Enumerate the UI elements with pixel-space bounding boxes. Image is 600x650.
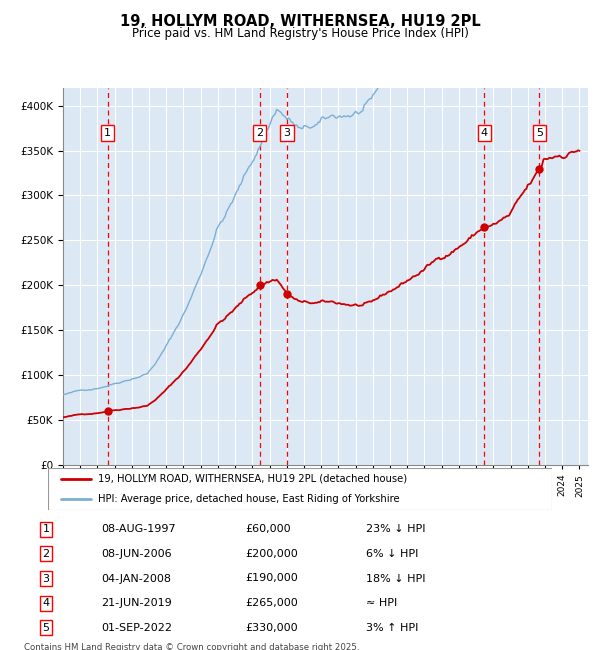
Text: 23% ↓ HPI: 23% ↓ HPI [366, 524, 426, 534]
Text: 3: 3 [43, 573, 50, 584]
Text: 6% ↓ HPI: 6% ↓ HPI [366, 549, 419, 559]
Text: £200,000: £200,000 [245, 549, 298, 559]
Text: 5: 5 [43, 623, 50, 633]
Text: 21-JUN-2019: 21-JUN-2019 [101, 598, 172, 608]
Text: Price paid vs. HM Land Registry's House Price Index (HPI): Price paid vs. HM Land Registry's House … [131, 27, 469, 40]
FancyBboxPatch shape [48, 468, 552, 510]
Text: 04-JAN-2008: 04-JAN-2008 [101, 573, 171, 584]
Text: HPI: Average price, detached house, East Riding of Yorkshire: HPI: Average price, detached house, East… [98, 494, 400, 504]
Text: £190,000: £190,000 [245, 573, 298, 584]
Text: 3% ↑ HPI: 3% ↑ HPI [366, 623, 419, 633]
Text: 19, HOLLYM ROAD, WITHERNSEA, HU19 2PL (detached house): 19, HOLLYM ROAD, WITHERNSEA, HU19 2PL (d… [98, 474, 407, 484]
Text: 3: 3 [283, 127, 290, 138]
Text: 1: 1 [104, 127, 111, 138]
Text: 4: 4 [43, 598, 50, 608]
Text: 08-AUG-1997: 08-AUG-1997 [101, 524, 176, 534]
Text: 08-JUN-2006: 08-JUN-2006 [101, 549, 172, 559]
Text: 5: 5 [536, 127, 543, 138]
Text: Contains HM Land Registry data © Crown copyright and database right 2025.
This d: Contains HM Land Registry data © Crown c… [24, 644, 359, 650]
Text: £265,000: £265,000 [245, 598, 298, 608]
Text: 1: 1 [43, 524, 50, 534]
Text: 2: 2 [256, 127, 263, 138]
Text: ≈ HPI: ≈ HPI [366, 598, 397, 608]
Text: 2: 2 [43, 549, 50, 559]
Text: 18% ↓ HPI: 18% ↓ HPI [366, 573, 426, 584]
Text: 4: 4 [481, 127, 488, 138]
Text: £330,000: £330,000 [245, 623, 298, 633]
Text: 19, HOLLYM ROAD, WITHERNSEA, HU19 2PL: 19, HOLLYM ROAD, WITHERNSEA, HU19 2PL [119, 14, 481, 29]
Text: £60,000: £60,000 [245, 524, 290, 534]
Text: 01-SEP-2022: 01-SEP-2022 [101, 623, 172, 633]
